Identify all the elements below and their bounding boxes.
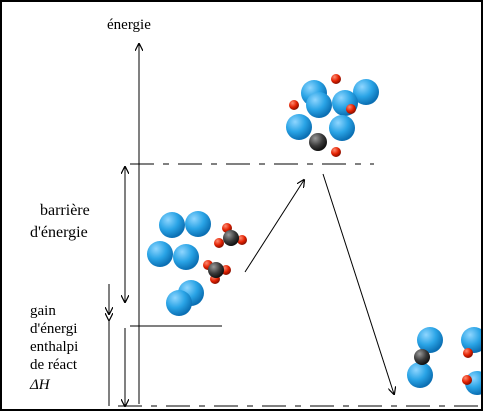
carbon-atom: [309, 133, 327, 151]
hydrogen-atom: [166, 290, 192, 316]
oxygen-atom: [289, 100, 299, 110]
carbon-atom: [208, 262, 224, 278]
product-molecules: [407, 327, 481, 395]
reaction-path-down-arrow: [322, 173, 394, 394]
energy-axis-label: énergie: [107, 17, 151, 33]
hydrogen-atom: [461, 327, 481, 353]
hydrogen-atom: [407, 362, 433, 388]
reactant-molecules: [147, 211, 247, 316]
oxygen-atom: [331, 147, 341, 157]
oxygen-atom: [214, 238, 224, 248]
barrier-label-line-1: barrière: [40, 202, 90, 219]
hydrogen-atom: [159, 212, 185, 238]
oxygen-atom: [237, 235, 247, 245]
gain-label-line-5: ΔH: [29, 377, 51, 393]
reaction-path-up-arrow: [244, 180, 304, 273]
hydrogen-atom: [353, 79, 379, 105]
hydrogen-atom: [306, 92, 332, 118]
hydrogen-atom: [147, 241, 173, 267]
hydrogen-atom: [173, 244, 199, 270]
barrier-label-line-2: d'énergie: [30, 224, 88, 241]
gain-label-line-3: enthalpi: [30, 339, 78, 355]
oxygen-atom: [462, 375, 472, 385]
carbon-atom: [223, 230, 239, 246]
oxygen-atom: [331, 74, 341, 84]
oxygen-atom: [346, 104, 356, 114]
hydrogen-atom: [185, 211, 211, 237]
oxygen-atom: [463, 348, 473, 358]
gain-label-line-2: d'énergi: [30, 321, 77, 337]
gain-label-line-4: de réact: [30, 357, 78, 373]
transition-state-molecule: [286, 74, 379, 157]
hydrogen-atom: [286, 114, 312, 140]
hydrogen-atom: [417, 327, 443, 353]
carbon-atom: [414, 349, 430, 365]
gain-label-line-1: gain: [30, 303, 56, 319]
hydrogen-atom: [329, 115, 355, 141]
